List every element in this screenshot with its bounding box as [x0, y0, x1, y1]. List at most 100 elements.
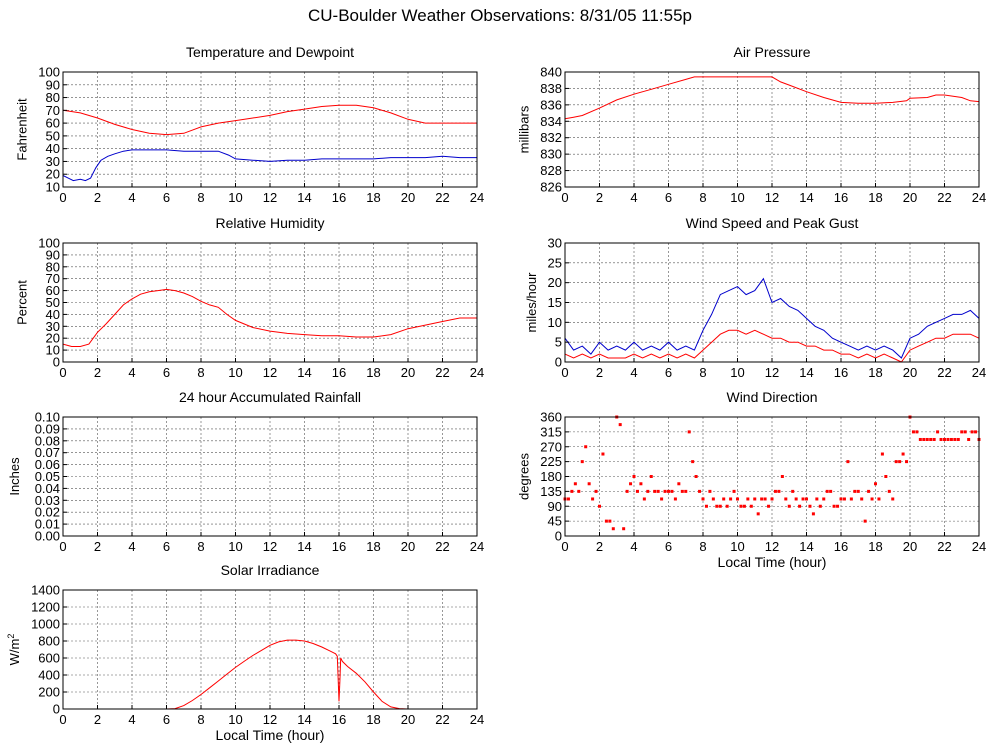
chart-temp: 0 2 4 6 8 10 12 14 16 18 20 22 241020304050607080901…	[15, 44, 485, 205]
x-tick-label: 20	[401, 712, 415, 727]
data-point	[566, 497, 570, 501]
y-tick-label: 10	[46, 180, 60, 195]
data-point	[815, 497, 819, 501]
y-tick-label: 834	[540, 114, 562, 129]
y-tick-label: 0.03	[35, 493, 60, 508]
y-axis-label: miles/hour	[524, 272, 539, 333]
data-point	[611, 527, 615, 531]
x-tick-label: 2	[596, 365, 603, 380]
data-point	[818, 504, 822, 508]
x-tick-label: 10	[730, 539, 744, 554]
data-point	[960, 430, 964, 434]
data-point	[956, 437, 960, 441]
data-point	[870, 497, 874, 501]
data-point	[629, 482, 633, 486]
data-point	[953, 437, 957, 441]
x-tick-label: 2	[596, 190, 603, 205]
data-point	[763, 497, 767, 501]
data-point	[725, 504, 729, 508]
x-tick-label: 18	[366, 539, 380, 554]
data-point	[784, 497, 788, 501]
data-point	[604, 519, 608, 523]
chart-rain: 0 2 4 6 8 10 12 14 16 18 20 22 240.000.010.020.030.0…	[7, 389, 484, 554]
y-tick-label: 0	[53, 355, 60, 370]
x-tick-label: 20	[903, 190, 917, 205]
x-tick-label: 12	[765, 190, 779, 205]
data-point	[943, 437, 946, 441]
data-point	[894, 460, 898, 464]
data-point	[711, 497, 715, 501]
y-tick-label: 15	[548, 295, 562, 310]
x-tick-label: 16	[332, 712, 346, 727]
chart-title: Wind Direction	[726, 389, 817, 405]
y-tick-label: 30	[46, 319, 60, 334]
data-point	[722, 497, 726, 501]
y-tick-label: 0.04	[35, 481, 60, 496]
x-tick-label: 6	[163, 190, 170, 205]
data-point	[860, 497, 864, 501]
data-point	[715, 504, 719, 508]
x-tick-label: 6	[163, 712, 170, 727]
chart-title: Relative Humidity	[216, 215, 325, 231]
y-tick-label: 1400	[31, 583, 60, 598]
y-tick-label: 60	[46, 116, 60, 131]
y-tick-label: 60	[46, 283, 60, 298]
y-tick-label: 1000	[31, 617, 60, 632]
data-point	[787, 504, 791, 508]
x-tick-label: 4	[630, 539, 637, 554]
data-point	[842, 497, 846, 501]
series-line-0	[63, 639, 477, 710]
data-point	[863, 519, 867, 523]
data-point	[756, 512, 760, 516]
data-point	[836, 504, 840, 508]
data-point	[646, 489, 650, 493]
x-tick-label: 16	[834, 190, 848, 205]
y-tick-label: 840	[540, 65, 562, 80]
data-point	[698, 489, 702, 493]
y-tick-label: 830	[540, 147, 562, 162]
data-point	[729, 497, 733, 501]
data-point	[694, 475, 698, 478]
data-point	[742, 504, 746, 508]
y-tick-label: 90	[46, 77, 60, 92]
x-tick-label: 6	[163, 539, 170, 554]
data-point	[887, 489, 891, 493]
y-tick-label: 40	[46, 307, 60, 322]
series-line-0	[62, 288, 477, 347]
y-axis-label: W/m2	[6, 634, 22, 666]
y-tick-label: 0.01	[35, 517, 60, 532]
chart-title: Solar Irradiance	[221, 562, 320, 578]
x-tick-label: 6	[163, 365, 170, 380]
data-point	[901, 452, 905, 456]
x-tick-label: 0	[59, 365, 66, 380]
data-point	[732, 489, 736, 493]
x-tick-label: 12	[765, 539, 779, 554]
series-line-0	[62, 104, 477, 136]
x-axis-label: Local Time (hour)	[718, 554, 827, 570]
x-tick-label: 18	[868, 539, 882, 554]
x-tick-label: 8	[699, 365, 706, 380]
data-point	[770, 497, 774, 501]
data-point	[618, 423, 622, 427]
x-tick-label: 0	[59, 539, 66, 554]
data-point	[749, 504, 753, 508]
x-tick-label: 10	[730, 365, 744, 380]
x-tick-label: 2	[94, 712, 101, 727]
data-point	[594, 489, 598, 493]
y-tick-label: 10	[46, 343, 60, 358]
data-point	[825, 489, 829, 493]
chart-title: Wind Speed and Peak Gust	[686, 215, 859, 231]
data-point	[691, 460, 695, 464]
y-tick-label: 1200	[31, 600, 60, 615]
y-tick-label: 45	[548, 514, 562, 529]
x-tick-label: 6	[665, 539, 672, 554]
data-point	[846, 460, 850, 464]
x-tick-label: 22	[435, 712, 449, 727]
y-tick-label: 80	[46, 259, 60, 274]
x-tick-label: 2	[94, 190, 101, 205]
x-tick-label: 8	[197, 365, 204, 380]
x-tick-label: 10	[730, 190, 744, 205]
x-tick-label: 8	[699, 190, 706, 205]
chart-pressure: 0 2 4 6 8 10 12 14 16 18 20 22 248268288308328348368…	[517, 44, 987, 205]
x-tick-label: 16	[834, 539, 848, 554]
